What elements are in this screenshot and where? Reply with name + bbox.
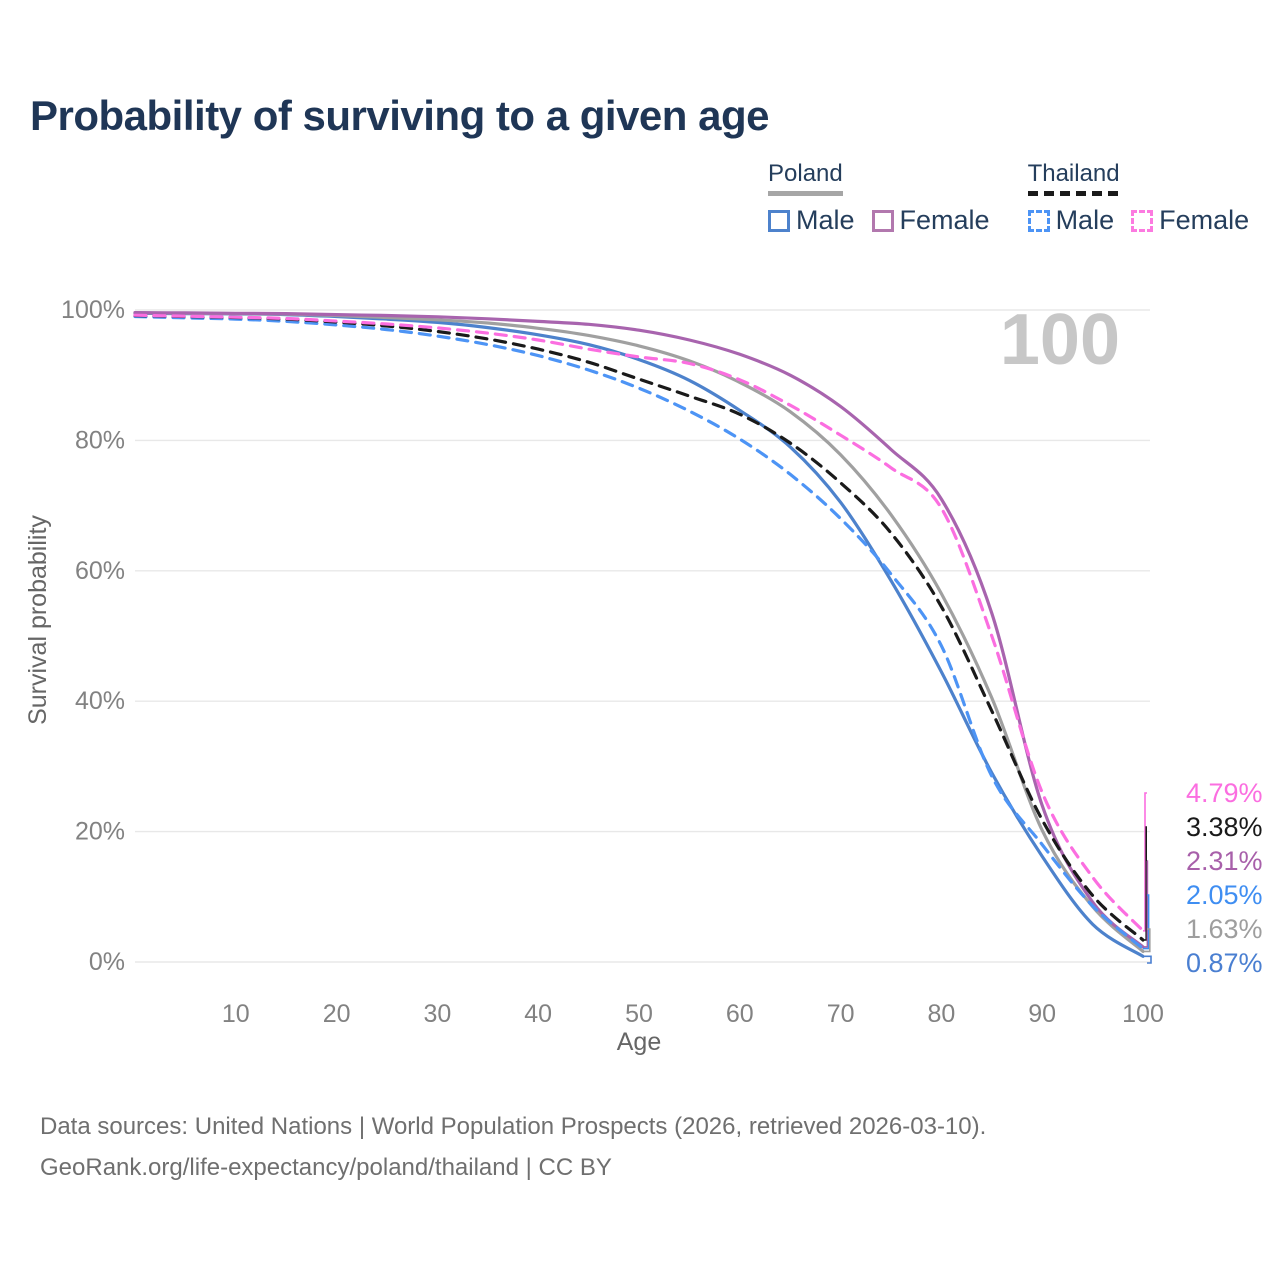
y-axis-title: Survival probability <box>24 515 52 725</box>
series-line-thailand_male[interactable] <box>133 314 1145 951</box>
tail-value-label-thailand: 3.38% <box>1186 812 1263 842</box>
y-tick-label-40: 40% <box>75 687 125 715</box>
tail-value-label-poland_female: 2.31% <box>1186 846 1263 876</box>
flag-stripe <box>1148 777 1180 809</box>
flag-stripe <box>1148 816 1180 821</box>
legend-swatch-icon-poland-male <box>768 209 790 232</box>
legend-item-poland-male[interactable]: Male <box>768 205 855 236</box>
legend-item-thailand-female[interactable]: Female <box>1131 205 1249 236</box>
flag-stripe <box>1148 832 1180 837</box>
leader-line-thailand <box>1143 826 1147 941</box>
legend-item-label: Male <box>1055 205 1115 235</box>
legend-swatch-icon-thailand-female <box>1131 209 1154 232</box>
legend-swatch-icon-poland-female <box>871 209 894 232</box>
x-tick-label-50: 50 <box>625 1000 653 1028</box>
series-line-thailand[interactable] <box>133 313 1145 942</box>
flag-stripe <box>1148 822 1180 833</box>
legend-item-label: Male <box>796 205 855 235</box>
legend-item-label: Female <box>899 205 990 235</box>
x-tick-label-10: 10 <box>222 1000 250 1028</box>
flag-stripe <box>1148 947 1180 963</box>
y-tick-label-60: 60% <box>75 557 125 585</box>
x-tick-label-30: 30 <box>423 1000 451 1028</box>
series-line-thailand_female[interactable] <box>133 313 1145 933</box>
leader-line-poland <box>1143 928 1151 953</box>
x-tick-label-100: 100 <box>1122 1000 1164 1028</box>
page-title: Probability of surviving to a given age <box>30 92 769 139</box>
hover-age-watermark: 100 <box>1000 300 1120 380</box>
legend-group-poland: Poland Male Female <box>768 160 990 236</box>
flag-stripe <box>1148 890 1180 901</box>
legend: Poland Male Female Thailand Male Female <box>768 160 1249 236</box>
tail-value-label-poland: 1.63% <box>1186 914 1263 944</box>
poland-flag-icon <box>1148 947 1180 979</box>
x-tick-label-80: 80 <box>927 1000 955 1028</box>
flag-stripe <box>1148 963 1180 979</box>
y-tick-label-20: 20% <box>75 818 125 846</box>
flag-stripe <box>1148 788 1180 799</box>
thailand-flag-icon <box>1148 777 1180 809</box>
legend-item-poland-female[interactable]: Female <box>871 205 990 236</box>
x-tick-label-40: 40 <box>524 1000 552 1028</box>
y-tick-label-100: 100% <box>61 296 125 324</box>
flag-stripe <box>1148 845 1180 861</box>
legend-group-thailand: Thailand Male Female <box>1027 160 1249 236</box>
x-tick-label-60: 60 <box>726 1000 754 1028</box>
flag-stripe <box>1148 811 1180 843</box>
legend-line-sample-thailand <box>1027 191 1120 196</box>
legend-swatch-icon-thailand-male <box>1027 209 1050 232</box>
flag-stripe <box>1148 900 1180 905</box>
footer-attribution: GeoRank.org/life-expectancy/poland/thail… <box>40 1154 612 1181</box>
chart-footer: Data sources: United Nations | World Pop… <box>40 1106 986 1188</box>
leader-line-thailand_female <box>1143 792 1147 932</box>
y-tick-label-80: 80% <box>75 426 125 454</box>
x-tick-label-70: 70 <box>827 1000 855 1028</box>
series-line-poland_female[interactable] <box>133 311 1145 949</box>
series-line-poland[interactable] <box>133 311 1145 953</box>
leader-line-poland_male <box>1143 955 1152 964</box>
legend-country-label-thailand: Thailand <box>1027 160 1120 196</box>
legend-country-label-poland: Poland <box>768 160 843 196</box>
x-tick-label-90: 90 <box>1028 1000 1056 1028</box>
flag-stripe <box>1148 879 1180 911</box>
poland-flag-icon <box>1148 845 1180 877</box>
legend-line-sample-poland <box>768 191 843 196</box>
legend-item-label: Female <box>1159 205 1250 235</box>
flag-stripe <box>1148 913 1180 929</box>
leader-line-poland_female <box>1143 860 1149 948</box>
thailand-flag-icon <box>1148 879 1180 911</box>
leader-line-thailand_male <box>1143 894 1150 950</box>
poland-flag-icon <box>1148 913 1180 945</box>
thailand-flag-icon <box>1148 811 1180 843</box>
tail-value-label-poland_male: 0.87% <box>1186 948 1263 978</box>
x-axis-title: Age <box>617 1028 661 1056</box>
tail-value-label-thailand_male: 2.05% <box>1186 880 1263 910</box>
footer-data-sources: Data sources: United Nations | World Pop… <box>40 1113 987 1140</box>
flag-stripe <box>1148 884 1180 889</box>
y-tick-label-0: 0% <box>89 948 125 976</box>
legend-item-thailand-male[interactable]: Male <box>1027 205 1115 236</box>
flag-stripe <box>1148 782 1180 787</box>
tail-value-label-thailand_female: 4.79% <box>1186 778 1263 808</box>
flag-stripe <box>1148 861 1180 877</box>
flag-stripe <box>1148 798 1180 803</box>
x-tick-label-20: 20 <box>323 1000 351 1028</box>
flag-stripe <box>1148 929 1180 945</box>
